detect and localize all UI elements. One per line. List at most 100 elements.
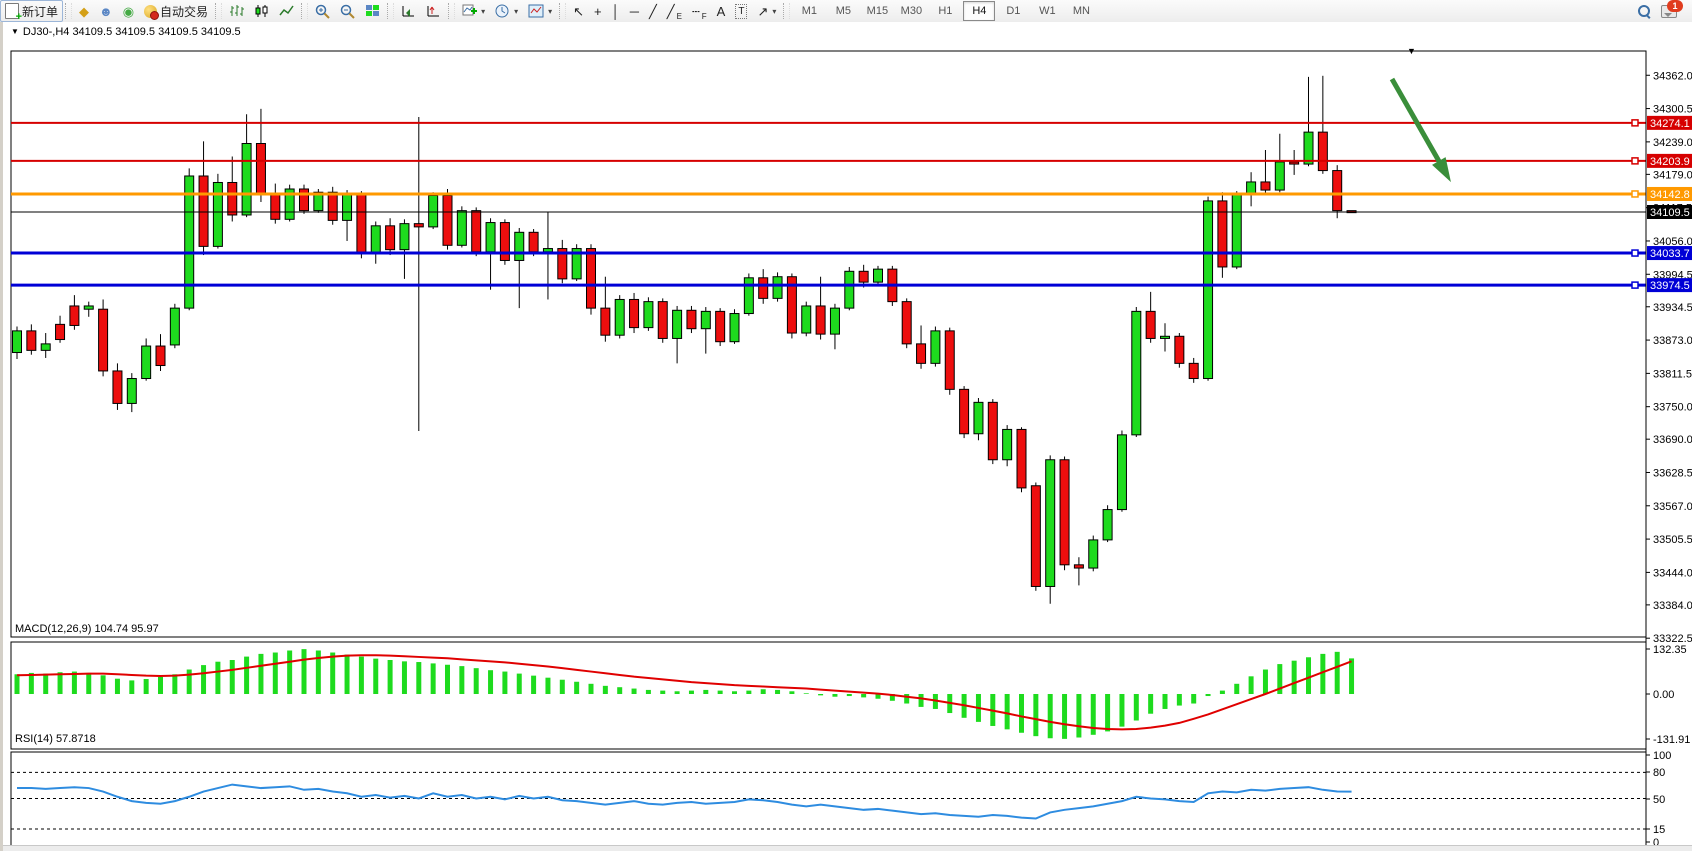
vertical-line-tool-button[interactable]: │	[607, 0, 625, 22]
new-order-label: 新订单	[22, 4, 59, 19]
cursor-tool-button[interactable]: ↖	[568, 0, 589, 22]
toolbar-separator	[387, 3, 395, 19]
svg-text:33505.5: 33505.5	[1653, 534, 1692, 546]
svg-text:33628.5: 33628.5	[1653, 467, 1692, 479]
svg-text:33567.0: 33567.0	[1653, 501, 1692, 513]
clock-icon	[495, 4, 509, 17]
line-chart-icon	[279, 5, 294, 16]
svg-text:34179.0: 34179.0	[1653, 169, 1692, 181]
timeframe-button-M5[interactable]: M5	[835, 5, 852, 17]
tool-sub-letter: E	[676, 12, 682, 21]
svg-text:33811.5: 33811.5	[1653, 368, 1692, 380]
chevron-down-icon: ▾	[481, 6, 486, 16]
svg-text:80: 80	[1653, 767, 1665, 779]
svg-text:34109.5: 34109.5	[1650, 207, 1690, 219]
toolbar-separator	[301, 3, 309, 19]
arrows-tool-button[interactable]: ↗ ▾	[752, 0, 781, 22]
svg-text:0: 0	[1653, 837, 1659, 849]
zoom-out-icon	[340, 4, 355, 19]
collapse-triangle-icon[interactable]: ▼	[11, 27, 19, 36]
price-tag	[1647, 153, 1692, 168]
notifications-button[interactable]: 1	[1656, 0, 1683, 22]
price-chart-canvas[interactable]: 34362.034300.534239.034179.034117.534056…	[3, 22, 1692, 851]
timeframe-button-M30[interactable]: M30	[900, 5, 923, 17]
chevron-down-icon: ▾	[772, 6, 777, 16]
svg-text:33384.0: 33384.0	[1653, 600, 1692, 612]
price-tag	[1647, 246, 1692, 261]
new-order-button[interactable]: 新订单	[0, 0, 64, 23]
autoscroll-button[interactable]	[396, 0, 421, 22]
chart-pane[interactable]	[10, 751, 1647, 848]
navigator-icon: ☻	[99, 3, 113, 19]
autotrade-button[interactable]: 自动交易	[139, 0, 213, 22]
zoom-in-icon	[315, 4, 330, 19]
tile-windows-button[interactable]	[360, 0, 385, 22]
cursor-icon: ↖	[573, 3, 585, 19]
tile-windows-icon	[366, 5, 380, 16]
signals-button[interactable]: ◉	[118, 0, 139, 22]
candle-chart-button[interactable]	[249, 0, 274, 22]
macd-pane-content: 132.35 0.00 -131.91	[14, 644, 1690, 746]
hline-handle	[1631, 157, 1639, 165]
timeframe-button-H4[interactable]: H4	[963, 1, 996, 21]
arrow-annotation[interactable]	[1389, 77, 1451, 183]
chart-pane[interactable]	[10, 50, 1647, 638]
timeframe-button-M1[interactable]: M1	[801, 5, 818, 17]
svg-text:34033.7: 34033.7	[1650, 248, 1690, 260]
timeframe-button-M15[interactable]: M15	[866, 5, 889, 17]
line-chart-button[interactable]	[274, 0, 299, 22]
timeframe-button-MN[interactable]: MN	[1072, 5, 1090, 17]
svg-text:34056.0: 34056.0	[1653, 236, 1692, 248]
zoom-out-button[interactable]	[335, 0, 360, 22]
templates-button[interactable]: ▾	[523, 0, 557, 22]
hline-handle	[1631, 281, 1639, 289]
text-tool-button[interactable]: A	[712, 0, 731, 22]
chart-pane[interactable]	[10, 641, 1647, 750]
main-toolbar: 新订单 ◆ ☻ ◉ 自动交易	[0, 0, 1692, 23]
crosshair-tool-button[interactable]: +	[589, 0, 607, 22]
zoom-in-button[interactable]	[310, 0, 335, 22]
bar-chart-button[interactable]	[224, 0, 249, 22]
svg-text:0.00: 0.00	[1653, 689, 1674, 701]
chart-title: ▼ DJ30-,H4 34109.5 34109.5 34109.5 34109.…	[11, 26, 241, 38]
chart-shift-icon	[427, 6, 440, 17]
trendline-icon: ╱	[648, 3, 657, 19]
text-label-icon: T	[735, 3, 748, 19]
fibonacci-tool-button[interactable]: ┄ F	[687, 0, 712, 22]
crosshair-icon: +	[594, 3, 602, 19]
trendline-tool-button[interactable]: ╱	[644, 0, 662, 22]
chart-shift-button[interactable]	[421, 0, 446, 22]
top-marker-icon: ▼	[1407, 46, 1416, 56]
timeframe-button-D1[interactable]: D1	[1006, 5, 1021, 17]
horizontal-line-tool-button[interactable]: ─	[625, 0, 644, 22]
svg-text:34300.5: 34300.5	[1653, 104, 1692, 116]
chart-area[interactable]: 34362.034300.534239.034179.034117.534056…	[0, 22, 1692, 851]
signal-icon: ◉	[122, 3, 135, 19]
hline-objects-layer[interactable]	[11, 119, 1646, 289]
autotrade-icon	[144, 4, 160, 20]
candle-chart-icon	[255, 5, 268, 17]
price-axis: 34362.034300.534239.034179.034117.534056…	[1646, 70, 1692, 645]
timeframe-button-H1[interactable]: H1	[938, 5, 953, 17]
toolbar-separator	[559, 3, 567, 19]
svg-text:33974.5: 33974.5	[1650, 280, 1690, 292]
svg-text:33690.0: 33690.0	[1653, 434, 1692, 446]
text-label-tool-button[interactable]: T	[730, 0, 752, 22]
toolbar-separator	[448, 3, 456, 19]
tool-sub-letter: F	[701, 12, 707, 21]
equidistant-channel-icon: ╱	[666, 3, 675, 19]
rsi-pane-content: 100 80 50 150	[11, 750, 1671, 849]
macd-indicator-label: MACD(12,26,9) 104.74 95.97	[15, 623, 159, 635]
equidistant-channel-tool-button[interactable]: ╱ E	[662, 0, 687, 22]
navigator-button[interactable]: ☻	[94, 0, 118, 22]
quotes-icon: ◆	[79, 3, 90, 19]
new-order-icon	[5, 3, 22, 23]
template-icon	[528, 4, 544, 18]
indicators-button[interactable]: ▾	[457, 0, 490, 22]
market-watch-button[interactable]: ◆	[74, 0, 94, 22]
timeframe-button-W1[interactable]: W1	[1039, 5, 1056, 17]
search-button[interactable]	[1633, 0, 1656, 22]
svg-text:34274.1: 34274.1	[1650, 118, 1690, 130]
autotrade-label: 自动交易	[160, 4, 209, 19]
periods-button[interactable]: ▾	[490, 0, 523, 22]
